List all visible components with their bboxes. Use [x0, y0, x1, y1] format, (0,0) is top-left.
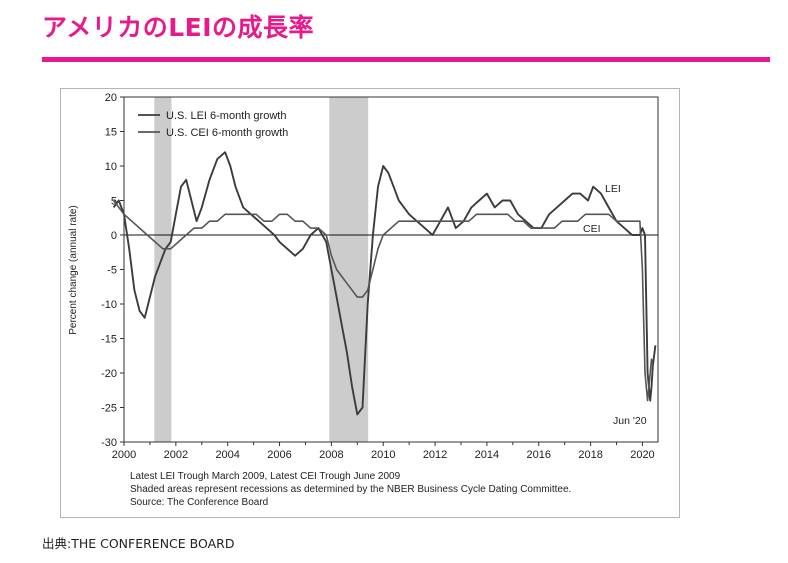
- y-tick-label: 20: [105, 92, 117, 104]
- y-tick-label: 0: [111, 230, 117, 242]
- chart-legend: U.S. LEI 6-month growth U.S. CEI 6-month…: [138, 110, 288, 139]
- recession-band-1: [154, 97, 172, 442]
- x-tick-label: 2012: [423, 449, 447, 461]
- x-tick-label: 2006: [267, 449, 291, 461]
- y-tick-label: -10: [101, 299, 117, 311]
- chart-series: [112, 151, 657, 416]
- y-axis-label: Percent change (annual rate): [68, 205, 79, 335]
- y-tick-label: 10: [105, 161, 117, 173]
- x-tick-label: 2018: [578, 449, 602, 461]
- y-tick-label: -20: [101, 368, 117, 380]
- recession-band-2: [329, 97, 369, 442]
- note-recession: Shaded areas represent recessions as det…: [130, 484, 572, 495]
- note-source: Source: The Conference Board: [130, 497, 269, 508]
- x-tick-label: 2010: [371, 449, 395, 461]
- chart-notes: Latest LEI Trough March 2009, Latest CEI…: [130, 470, 571, 509]
- title-underline: [42, 57, 770, 62]
- x-tick-label: 2002: [164, 449, 188, 461]
- legend-label-cei: U.S. CEI 6-month growth: [166, 127, 288, 139]
- trough-annotation: Jun '20: [613, 415, 647, 427]
- x-tick-label: 2014: [475, 449, 499, 461]
- legend-label-lei: U.S. LEI 6-month growth: [166, 110, 286, 122]
- x-tick-label: 2000: [112, 449, 136, 461]
- cei-series-label: CEI: [583, 223, 601, 235]
- note-trough: Latest LEI Trough March 2009, Latest CEI…: [130, 471, 401, 482]
- x-tick-label: 2008: [319, 449, 343, 461]
- lei-series-label: LEI: [605, 183, 621, 195]
- x-tick-label: 2020: [630, 449, 654, 461]
- x-tick-label: 2016: [527, 449, 551, 461]
- y-tick-label: -30: [101, 437, 117, 449]
- y-tick-label: -25: [101, 403, 117, 415]
- plot-border: [123, 96, 659, 443]
- page-title: アメリカのLEIの成長率: [42, 13, 315, 42]
- x-tick-label: 2004: [215, 449, 239, 461]
- y-tick-label: -15: [101, 334, 117, 346]
- lei-series-line: [112, 151, 657, 416]
- y-tick-label: -5: [107, 265, 117, 277]
- cei-series-line: [112, 200, 654, 402]
- y-tick-label: 15: [105, 127, 117, 139]
- source-credit: 出典:THE CONFERENCE BOARD: [42, 536, 235, 551]
- recession-bands: [154, 97, 369, 442]
- chart-frame: [60, 88, 680, 518]
